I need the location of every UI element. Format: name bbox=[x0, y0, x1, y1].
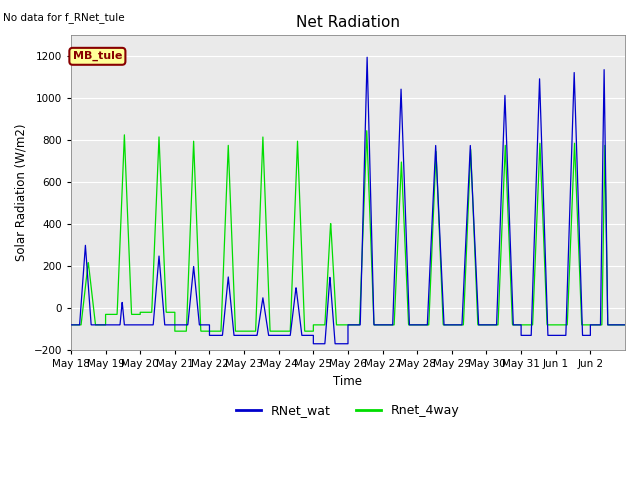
X-axis label: Time: Time bbox=[333, 374, 362, 388]
Text: MB_tule: MB_tule bbox=[73, 51, 122, 61]
Title: Net Radiation: Net Radiation bbox=[296, 15, 400, 30]
Y-axis label: Solar Radiation (W/m2): Solar Radiation (W/m2) bbox=[15, 124, 28, 262]
Bar bbox=[71, 36, 625, 140]
Text: No data for f_RNet_tule: No data for f_RNet_tule bbox=[3, 12, 125, 23]
Legend: RNet_wat, Rnet_4way: RNet_wat, Rnet_4way bbox=[231, 399, 465, 422]
